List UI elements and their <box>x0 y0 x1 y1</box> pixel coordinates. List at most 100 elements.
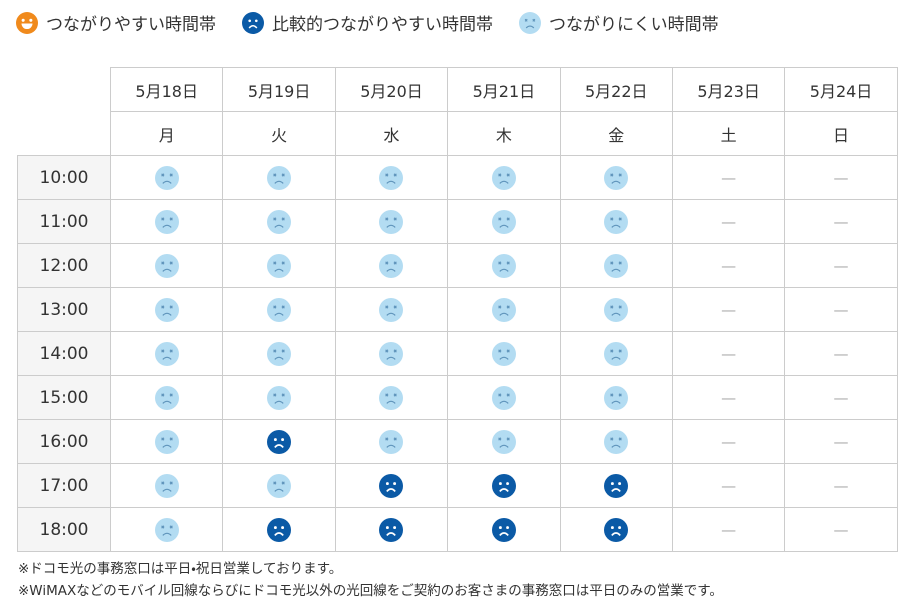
status-icon <box>519 11 541 34</box>
no-service: — <box>671 199 786 244</box>
icon-mouth <box>499 356 509 360</box>
icon-mouth <box>274 443 284 448</box>
status-icon <box>604 473 629 498</box>
note: ※WiMAXなどのモバイル回線ならびにドコモ光以外の光回線をご契約のお客さまの事… <box>18 583 723 599</box>
status-cell <box>559 419 673 464</box>
icon-eye <box>610 260 614 265</box>
icon-eye <box>498 392 502 397</box>
icon-face <box>267 429 292 454</box>
header-row: 月火水木金土日 <box>17 111 898 156</box>
icon-face <box>519 11 541 34</box>
status-cell <box>559 331 673 376</box>
status-icon <box>379 517 404 542</box>
icon-eye <box>618 392 623 397</box>
icon-eye <box>618 260 623 265</box>
icon-eye <box>21 18 25 22</box>
status-cell <box>109 199 224 244</box>
icon-eye <box>498 216 502 221</box>
date-header: 5月20日 <box>334 67 449 112</box>
weekday-header: 金 <box>559 111 673 156</box>
icon-eye <box>281 216 285 221</box>
no-service: — <box>784 155 898 200</box>
icon-eye <box>385 260 389 265</box>
status-icon <box>154 341 179 366</box>
icon-eye <box>160 172 165 177</box>
icon-mouth <box>274 224 284 228</box>
time-row: 15:00 — — <box>17 375 898 420</box>
status-cell <box>559 375 673 420</box>
no-service: — <box>671 375 786 420</box>
date-header: 5月18日 <box>109 67 224 112</box>
time-row: 10:00 — — <box>17 155 898 200</box>
status-icon <box>267 473 292 498</box>
icon-mouth <box>611 268 621 272</box>
time-label: 17:00 <box>17 463 111 508</box>
icon-eye <box>610 304 614 309</box>
icon-mouth <box>162 356 172 360</box>
icon-face <box>267 341 292 366</box>
status-cell <box>559 287 673 332</box>
icon-face <box>16 11 38 34</box>
icon-face <box>379 209 404 234</box>
icon-mouth <box>248 24 258 28</box>
icon-face <box>379 517 404 542</box>
icon-face <box>379 341 404 366</box>
icon-face <box>154 429 179 454</box>
icon-eye <box>385 172 389 177</box>
icon-eye <box>506 260 510 265</box>
icon-mouth <box>274 400 284 404</box>
icon-eye <box>281 525 285 529</box>
status-icon <box>604 385 629 410</box>
notes: ※ドコモ光の事務窓口は平日・祝日営業しております。 ※WiMAXなどのモバイル回… <box>18 558 723 602</box>
status-cell <box>334 287 449 332</box>
icon-eye <box>618 304 623 309</box>
icon-eye <box>386 525 390 529</box>
icon-mouth <box>611 531 622 536</box>
status-cell <box>447 419 561 464</box>
status-cell <box>109 507 224 552</box>
icon-face <box>604 165 629 190</box>
icon-mouth <box>499 531 509 536</box>
status-icon <box>154 517 179 542</box>
icon-eye <box>498 172 502 177</box>
time-label: 15:00 <box>17 375 111 420</box>
icon-eye <box>611 525 615 529</box>
status-cell <box>109 463 224 508</box>
no-service: — <box>671 507 786 552</box>
icon-eye <box>618 525 622 529</box>
no-service: — <box>671 287 786 332</box>
icon-eye <box>394 392 398 397</box>
no-service: — <box>671 463 786 508</box>
icon-face <box>491 253 516 278</box>
status-icon <box>16 11 38 34</box>
status-cell <box>334 331 449 376</box>
icon-eye <box>393 525 397 529</box>
icon-face <box>604 385 629 410</box>
icon-eye <box>610 216 614 221</box>
icon-eye <box>273 304 277 309</box>
status-cell <box>447 287 561 332</box>
icon-mouth <box>386 224 397 228</box>
icon-mouth <box>274 312 284 316</box>
icon-eye <box>498 436 502 441</box>
status-cell <box>109 331 224 376</box>
icon-face <box>154 209 179 234</box>
icon-mouth <box>386 356 397 360</box>
icon-mouth <box>162 312 172 316</box>
legend-item: 比較的つながりやすい時間帯 <box>242 10 493 35</box>
icon-eye <box>169 392 173 397</box>
status-cell <box>334 199 449 244</box>
icon-eye <box>532 18 536 22</box>
icon-eye <box>610 172 614 177</box>
status-icon <box>379 385 404 410</box>
icon-eye <box>248 18 252 22</box>
icon-mouth <box>386 400 397 404</box>
no-service: — <box>784 507 898 552</box>
icon-eye <box>281 172 285 177</box>
icon-eye <box>385 436 389 441</box>
status-cell <box>334 419 449 464</box>
icon-face <box>267 165 292 190</box>
status-icon <box>267 341 292 366</box>
icon-mouth <box>162 488 172 492</box>
